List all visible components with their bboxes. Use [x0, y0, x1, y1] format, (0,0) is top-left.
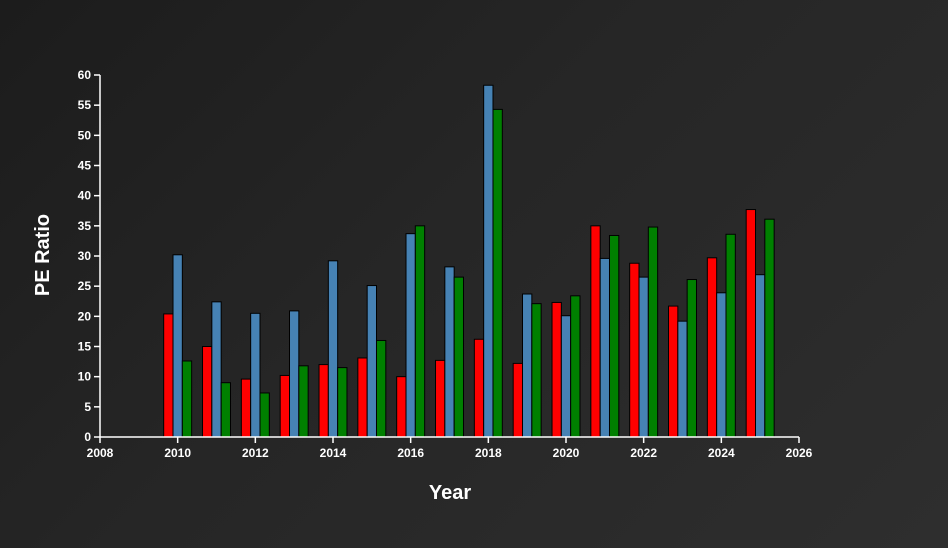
bar-series-3-2017	[453, 276, 464, 438]
bar-series-2-2019	[522, 293, 533, 438]
bar-series-1-2014	[318, 364, 329, 438]
bar-series-2-2016	[405, 233, 416, 438]
bars-group	[163, 84, 775, 438]
bar-series-3-2011	[220, 382, 231, 438]
x-tick-label: 2022	[630, 446, 657, 460]
y-axis-title: PE Ratio	[32, 214, 54, 296]
bar-series-2-2010	[172, 254, 183, 438]
y-axis-ticks: 0 5 10 15 20 25 30 35 40 45 50 55 60	[78, 68, 100, 444]
bar-series-1-2012	[240, 378, 252, 438]
y-tick-label: 30	[78, 249, 92, 263]
bar-series-3-2018	[492, 108, 503, 438]
bar-series-3-2020	[570, 295, 581, 438]
x-tick-label: 2020	[553, 446, 580, 460]
bar-series-2-2018	[483, 84, 494, 438]
bar-series-1-2010	[163, 313, 174, 438]
bar-series-2-2015	[366, 285, 377, 438]
bar-series-2-2024	[716, 292, 727, 438]
bar-series-3-2019	[531, 303, 542, 438]
bar-series-2-2014	[327, 260, 339, 438]
bar-series-3-2013	[298, 365, 309, 438]
bar-series-3-2016	[414, 225, 426, 438]
bar-series-2-2020	[560, 315, 572, 438]
bar-series-1-2016	[396, 376, 407, 438]
x-axis-ticks: 2008 2010 2012 2014 2016 2018 2020 2022 2024 2026	[87, 437, 813, 460]
bar-series-3-2022	[647, 226, 659, 438]
bar-series-2-2017	[444, 266, 455, 438]
bar-series-3-2023	[686, 279, 697, 438]
bar-series-1-2020	[551, 301, 562, 438]
y-tick-label: 0	[84, 430, 91, 444]
bar-series-1-2015	[357, 357, 368, 438]
bar-series-2-2011	[211, 301, 222, 438]
y-tick-label: 35	[78, 219, 92, 233]
bar-series-1-2023	[668, 305, 679, 438]
y-tick-label: 60	[78, 68, 92, 82]
y-tick-label: 45	[78, 159, 92, 173]
x-tick-label: 2018	[475, 446, 502, 460]
bar-series-3-2024	[725, 233, 736, 438]
y-tick-label: 40	[78, 189, 92, 203]
y-tick-label: 50	[78, 128, 92, 142]
bar-series-1-2021	[590, 225, 601, 438]
y-tick-label: 5	[84, 400, 91, 414]
x-tick-label: 2012	[242, 446, 269, 460]
bar-series-1-2018	[473, 338, 485, 438]
x-tick-label: 2008	[87, 446, 114, 460]
bar-series-2-2021	[599, 257, 610, 438]
x-tick-label: 2016	[397, 446, 424, 460]
bar-series-2-2023	[677, 320, 688, 438]
bar-series-2-2012	[250, 312, 261, 438]
bar-series-1-2017	[435, 359, 446, 438]
bar-series-3-2010	[181, 360, 193, 438]
y-tick-label: 20	[78, 309, 92, 323]
bar-series-1-2024	[706, 257, 718, 438]
bar-series-3-2014	[337, 367, 348, 438]
bar-series-1-2011	[202, 346, 213, 438]
bar-series-2-2022	[638, 276, 649, 438]
x-tick-label: 2024	[708, 446, 735, 460]
bar-series-1-2019	[512, 362, 524, 438]
x-tick-label: 2026	[786, 446, 813, 460]
x-tick-label: 2014	[320, 446, 347, 460]
bar-series-3-2015	[375, 339, 387, 438]
y-tick-label: 25	[78, 279, 92, 293]
x-axis-title: Year	[429, 482, 471, 504]
y-tick-label: 15	[78, 340, 92, 354]
bar-series-3-2012	[259, 392, 270, 438]
x-tick-label: 2010	[164, 446, 191, 460]
bar-series-2-2013	[289, 310, 300, 438]
bar-series-1-2025	[745, 209, 757, 438]
y-tick-label: 10	[78, 370, 92, 384]
bar-series-1-2022	[629, 262, 640, 438]
bar-series-2-2025	[755, 274, 766, 438]
bar-series-1-2013	[279, 374, 291, 438]
bar-series-3-2021	[608, 234, 620, 438]
y-tick-label: 55	[78, 98, 92, 112]
bar-series-3-2025	[764, 218, 775, 438]
